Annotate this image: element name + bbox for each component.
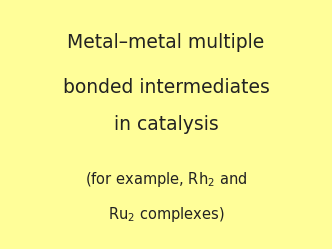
Text: bonded intermediates: bonded intermediates <box>62 78 270 97</box>
Text: (for example, Rh$_2$ and: (for example, Rh$_2$ and <box>85 170 247 189</box>
Text: in catalysis: in catalysis <box>114 115 218 134</box>
Text: Ru$_2$ complexes): Ru$_2$ complexes) <box>108 205 224 224</box>
Text: Metal–metal multiple: Metal–metal multiple <box>67 33 265 52</box>
